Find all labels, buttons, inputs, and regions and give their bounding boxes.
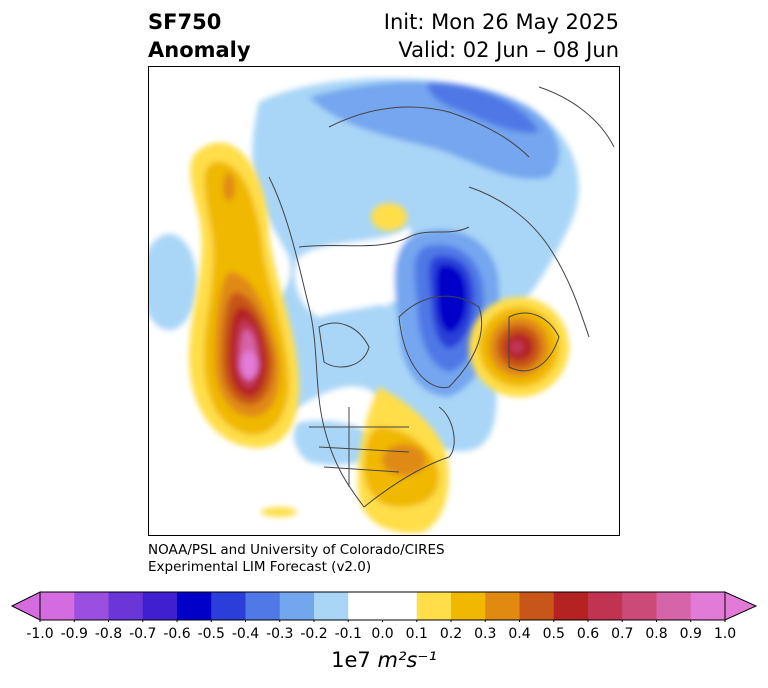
colorbar-bin (690, 592, 726, 620)
colorbar-tick-label: 0.3 (474, 626, 497, 642)
colorbar-bin (108, 592, 144, 620)
colorbar-bin (245, 592, 281, 620)
colorbar-tick-label: 0.6 (576, 626, 600, 642)
colorbar-bin (348, 592, 383, 620)
colorbar-tick-label: -0.1 (334, 626, 362, 642)
colorbar-bin (40, 592, 75, 620)
colorbar-bin (485, 592, 520, 620)
colorbar-tick-label: 0.9 (679, 626, 702, 642)
chart-dates: Init: Mon 26 May 2025 Valid: 02 Jun – 08… (384, 8, 619, 64)
colorbar-bin (382, 592, 418, 620)
chart-title: SF750 Anomaly (148, 8, 251, 64)
colorbar-bin (177, 592, 212, 620)
colorbar-tick-label: -0.3 (266, 626, 294, 642)
colorbar-bin (314, 592, 349, 620)
colorbar-tick-label: -1.0 (26, 626, 54, 642)
colorbar-bin (142, 592, 178, 620)
colorbar-tick-label: 0.4 (508, 626, 531, 642)
colorbar-bin (588, 592, 623, 620)
coastlines (268, 86, 615, 508)
colorbar-bin (74, 592, 109, 620)
title-type: Anomaly (148, 38, 251, 62)
colorbar-tick-label: -0.7 (129, 626, 157, 642)
init-date: Init: Mon 26 May 2025 (383, 10, 619, 34)
colorbar-over-arrow (724, 591, 758, 621)
positive-anomalies (189, 142, 569, 534)
colorbar-tick-label: 0.2 (439, 626, 463, 642)
credit-line-2: Experimental LIM Forecast (v2.0) (148, 559, 372, 575)
colorbar-bin (279, 592, 315, 620)
valid-dates: Valid: 02 Jun – 08 Jun (398, 38, 619, 62)
colorbar-tick-label: -0.4 (231, 626, 260, 642)
credit-line-1: NOAA/PSL and University of Colorado/CIRE… (148, 542, 445, 558)
colorbar-tick-label: 1.0 (713, 626, 737, 642)
colorbar-tick-label: -0.2 (300, 626, 328, 642)
colorbar-tick-label: -0.8 (94, 626, 123, 642)
colorbar-under-arrow (10, 591, 41, 621)
colorbar-tick-label: 0.1 (405, 626, 428, 642)
colorbar-bin (553, 592, 589, 620)
colorbar-bin (211, 592, 246, 620)
colorbar-tick-label: -0.9 (60, 626, 88, 642)
colorbar-bin (451, 592, 486, 620)
colorbar-tick-label: 0.8 (645, 626, 668, 642)
colorbar-tick-label: -0.6 (163, 626, 191, 642)
colorbar (10, 591, 758, 622)
colorbar-tick-label: -0.5 (197, 626, 225, 642)
colorbar-tick-label: 0.0 (371, 626, 394, 642)
colorbar-bin (622, 592, 657, 620)
credit-text: NOAA/PSL and University of Colorado/CIRE… (148, 542, 445, 576)
units-math: m²s⁻¹ (377, 648, 437, 672)
colorbar-bin (656, 592, 692, 620)
units-prefix: 1e7 (331, 648, 371, 672)
colorbar-units: 1e7 m²s⁻¹ (0, 648, 768, 672)
colorbar-tick-label: 0.7 (611, 626, 634, 642)
negative-anomalies (149, 78, 579, 465)
colorbar-bin (519, 592, 555, 620)
colorbar-bin (416, 592, 452, 620)
map-panel (148, 66, 620, 536)
title-variable: SF750 (148, 10, 222, 34)
colorbar-tick-label: 0.5 (542, 626, 565, 642)
anomaly-map (149, 78, 615, 534)
